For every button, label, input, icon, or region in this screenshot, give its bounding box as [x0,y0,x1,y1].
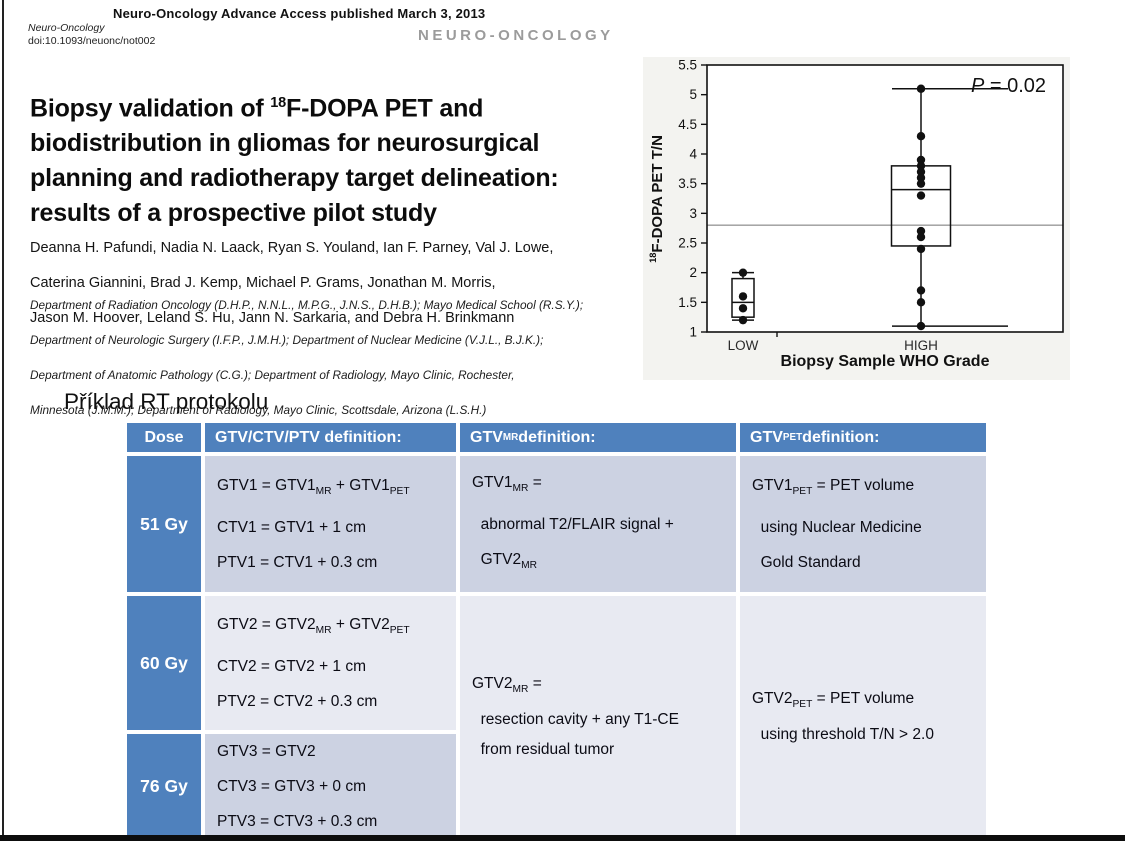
text-line: using threshold T/N > 2.0 [752,726,934,744]
data-point [916,132,926,141]
y-tick-label: 1 [689,325,697,340]
data-point [916,232,926,242]
y-tick-label: 3.5 [678,176,697,191]
text-line: resection cavity + any T1-CE [472,711,679,729]
gtv2-pet-definition: GTV2PET = PET volume using threshold T/N… [740,596,986,838]
dose-60gy: 60 Gy [127,596,201,730]
box-series-low: LOW [728,268,759,353]
y-tick-label: 2 [689,265,697,280]
text-line: GTV2 = GTV2MR + GTV2PET [217,616,410,637]
dose-51gy: 51 Gy [127,456,201,592]
gtv1-mr-definition: GTV1MR = abnormal T2/FLAIR signal + GTV2… [460,456,736,592]
text-line: Gold Standard [752,553,861,571]
dose-76gy: 76 Gy [127,734,201,838]
text-line: GTV2PET = PET volume [752,689,915,711]
box-series-high: HIGH [890,84,1008,353]
data-point [916,321,926,331]
article-title: Biopsy validation of 18F-DOPA PET and bio… [30,86,670,231]
text-line: GTV1MR = [472,474,542,495]
data-point [916,179,926,188]
y-axis-title: 18F-DOPA PET T/N [648,135,666,263]
text-line: PTV2 = CTV2 + 0.3 cm [217,692,378,710]
boxplot-canvas: 1 1.5 2 2.5 3 3.5 4 4.5 5 5.5 LOW HIGH [678,58,1064,353]
page-left-border [2,0,4,841]
text-line: Minnesota (J.M.M.); Department of Radiol… [30,403,487,417]
text-line: GTV3 = GTV2 [217,742,316,760]
text-line: GTV2MR [472,550,538,571]
text-line: Jason M. Hoover, Leland S. Hu, Jann N. S… [30,310,515,326]
text-line: CTV2 = GTV2 + 1 cm [217,657,367,675]
text-line: CTV3 = GTV3 + 0 cm [217,777,367,795]
text-line: PTV3 = CTV3 + 0.3 cm [217,812,378,830]
text-line: GTV1 = GTV1MR + GTV1PET [217,477,410,498]
article-authors: Deanna H. Pafundi, Nadia N. Laack, Ryan … [30,231,650,336]
text-line: Department of Radiation Oncology (D.H.P.… [30,298,584,312]
data-point [738,268,748,277]
y-tick-label: 2.5 [678,236,697,251]
y-tick-label: 5 [689,87,697,102]
header-gtv-mr: GTV MR definition: [460,423,736,452]
data-point [916,298,926,307]
journal-logo: NEURO-ONCOLOGY [418,27,614,44]
data-point [916,161,926,171]
text-line: GTV1PET = PET volume [752,477,915,498]
header-gtv-ctv-ptv: GTV/CTV/PTV definition: [205,423,456,452]
data-point [916,191,926,200]
x-tick-label: LOW [728,338,759,353]
data-point [916,173,926,182]
p-value-annotation: P = 0.02 [970,75,1046,97]
journal-name: Neuro-Oncology [28,22,105,34]
rt-protocol-table: Dose GTV/CTV/PTV definition: GTV MR defin… [127,423,986,838]
data-point [916,84,926,93]
data-point [738,292,748,301]
definition-60gy: GTV2 = GTV2MR + GTV2PET CTV2 = GTV2 + 1 c… [205,596,456,730]
text-line: Department of Neurologic Surgery (I.F.P.… [30,333,544,347]
y-tick-label: 4 [689,147,697,162]
y-tick-label: 1.5 [678,295,697,310]
x-axis-title: Biopsy Sample WHO Grade [780,353,990,370]
text-line: abnormal T2/FLAIR signal + [472,515,674,533]
text-line: planning and radiotherapy target delinea… [30,164,559,193]
data-point [916,226,926,236]
text-line: biodistribution in gliomas for neurosurg… [30,129,540,158]
y-tick-label: 3 [689,206,697,221]
text-line: results of a prospective pilot study [30,199,437,228]
definition-76gy: GTV3 = GTV2 CTV3 = GTV3 + 0 cm PTV3 = CTV3… [205,734,456,838]
data-point [916,244,926,254]
data-point [916,286,926,295]
plot-frame [706,64,1064,333]
y-axis-ticks: 1 1.5 2 2.5 3 3.5 4 4.5 5 5.5 [678,58,707,340]
text-line: GTV2MR = [472,674,542,696]
text-line: Biopsy validation of 18F-DOPA PET and [30,94,484,123]
definition-51gy: GTV1 = GTV1MR + GTV1PET CTV1 = GTV1 + 1 c… [205,456,456,592]
journal-doi: doi:10.1093/neuonc/not002 [28,35,156,47]
gtv1-pet-definition: GTV1PET = PET volume using Nuclear Medic… [740,456,986,592]
slide-title: Příklad RT protokolu [64,389,269,414]
data-point [738,304,748,313]
x-tick-label: HIGH [904,338,938,353]
text-line: using Nuclear Medicine [752,518,922,536]
text-line: Deanna H. Pafundi, Nadia N. Laack, Ryan … [30,240,554,256]
page-bottom-border [0,835,1125,841]
text-line: CTV1 = GTV1 + 1 cm [217,518,367,536]
data-point [738,315,748,325]
y-tick-label: 4.5 [678,117,697,132]
advance-access-banner: Neuro-Oncology Advance Access published … [113,6,486,21]
data-point [916,167,926,176]
gtv2-mr-definition: GTV2MR = resection cavity + any T1-CE fr… [460,596,736,838]
header-dose: Dose [127,423,201,452]
text-line: from residual tumor [472,741,615,759]
text-line: Caterina Giannini, Brad J. Kemp, Michael… [30,275,496,291]
data-point [916,155,926,165]
text-line: Department of Anatomic Pathology (C.G.);… [30,368,515,382]
y-tick-label: 5.5 [678,58,697,73]
boxplot-figure: 1 1.5 2 2.5 3 3.5 4 4.5 5 5.5 LOW HIGH 18F-DOPA PET… [643,57,1070,380]
header-gtv-pet: GTV PET definition: [740,423,986,452]
article-affiliations: Department of Radiation Oncology (D.H.P.… [30,288,650,428]
text-line: PTV1 = CTV1 + 0.3 cm [217,553,378,571]
